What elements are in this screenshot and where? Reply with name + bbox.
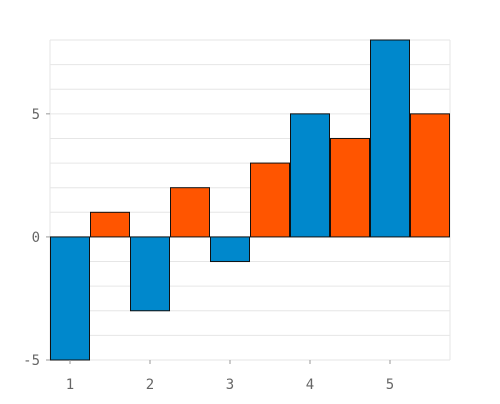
x-tick-label: 4 xyxy=(306,377,314,393)
axes: -5 0 5 1 2 3 4 5 xyxy=(23,107,394,393)
bar-series-1-category-5 xyxy=(370,39,410,238)
x-tick-label: 3 xyxy=(226,377,234,393)
bars xyxy=(50,39,450,361)
x-tick-label: 1 xyxy=(66,377,74,393)
x-tick-label: 5 xyxy=(386,377,394,393)
bar-series-1-category-4 xyxy=(290,113,330,238)
y-tick-label: 5 xyxy=(32,107,40,123)
bar-series-1-category-2 xyxy=(130,236,170,312)
bar-series-2-category-3 xyxy=(250,162,290,238)
bar-series-2-category-1 xyxy=(90,211,130,238)
bar-series-1-category-3 xyxy=(210,236,250,263)
bar-series-2-category-5 xyxy=(410,113,450,238)
bar-series-2-category-2 xyxy=(170,187,210,238)
bar-series-1-category-1 xyxy=(50,236,90,361)
y-tick-label: -5 xyxy=(23,353,40,369)
x-tick-label: 2 xyxy=(146,377,154,393)
bar-series-2-category-4 xyxy=(330,137,370,238)
y-tick-label: 0 xyxy=(32,230,40,246)
